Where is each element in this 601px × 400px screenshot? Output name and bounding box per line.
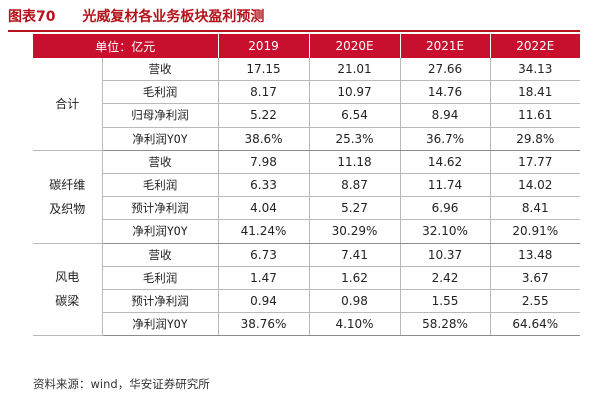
table-row: 毛利润 1.47 1.62 2.42 3.67 xyxy=(33,266,581,290)
header-year: 2020E xyxy=(308,34,401,58)
row-label: 归母净利润 xyxy=(101,103,219,128)
row-label: 净利润YOY xyxy=(101,219,219,244)
header-unit: 单位：亿元 xyxy=(33,34,219,58)
value-cell: 14.62 xyxy=(399,150,491,174)
value-cell: 6.33 xyxy=(217,173,310,198)
table-row: 预计净利润 0.94 0.98 1.55 2.55 xyxy=(33,289,581,314)
value-cell: 21.01 xyxy=(308,58,401,82)
segment-name: 合计 xyxy=(33,58,102,151)
value-cell: 4.04 xyxy=(217,196,310,221)
row-label: 净利润YOY xyxy=(101,312,219,337)
value-cell: 7.41 xyxy=(308,243,401,267)
value-cell: 6.73 xyxy=(217,243,310,267)
value-cell: 2.55 xyxy=(489,289,581,314)
table-row: 预计净利润 4.04 5.27 6.96 8.41 xyxy=(33,196,581,221)
value-cell: 30.29% xyxy=(308,219,401,244)
value-cell: 8.94 xyxy=(399,103,491,128)
value-cell: 10.97 xyxy=(308,80,401,105)
value-cell: 27.66 xyxy=(399,58,491,82)
value-cell: 32.10% xyxy=(399,219,491,244)
table-row: 合计 营收 17.15 21.01 27.66 34.13 xyxy=(33,58,581,151)
value-cell: 38.76% xyxy=(217,312,310,337)
value-cell: 5.27 xyxy=(308,196,401,221)
value-cell: 3.67 xyxy=(489,266,581,290)
header-year: 2022E xyxy=(489,34,581,58)
row-label: 营收 xyxy=(101,243,219,267)
value-cell: 4.10% xyxy=(308,312,401,337)
value-cell: 64.64% xyxy=(489,312,581,337)
value-cell: 5.22 xyxy=(217,103,310,128)
row-label: 净利润YOY xyxy=(101,127,219,151)
value-cell: 36.7% xyxy=(399,127,491,151)
row-label: 毛利润 xyxy=(101,266,219,290)
table-row: 毛利润 8.17 10.97 14.76 18.41 xyxy=(33,80,581,105)
table-row: 净利润YOY 38.76% 4.10% 58.28% 64.64% xyxy=(33,312,581,337)
table-row: 毛利润 6.33 8.87 11.74 14.02 xyxy=(33,173,581,198)
value-cell: 20.91% xyxy=(489,219,581,244)
value-cell: 41.24% xyxy=(217,219,310,244)
value-cell: 2.42 xyxy=(399,266,491,290)
header-row: 单位：亿元 2019 2020E 2021E 2022E xyxy=(33,34,581,58)
figure-title-text: 光威复材各业务板块盈利预测 xyxy=(82,9,265,25)
forecast-table: 单位：亿元 2019 2020E 2021E 2022E 合计 营收 17.15 21… xyxy=(33,34,581,337)
segment-name: 碳纤维及织物 xyxy=(33,150,102,244)
value-cell: 0.98 xyxy=(308,289,401,314)
value-cell: 11.61 xyxy=(489,103,581,128)
value-cell: 7.98 xyxy=(217,150,310,174)
figure-number: 图表70 xyxy=(8,9,56,25)
row-label: 毛利润 xyxy=(101,173,219,198)
value-cell: 18.41 xyxy=(489,80,581,105)
row-label: 毛利润 xyxy=(101,80,219,105)
value-cell: 0.94 xyxy=(217,289,310,314)
value-cell: 10.37 xyxy=(399,243,491,267)
value-cell: 17.77 xyxy=(489,150,581,174)
segment-name: 风电碳梁 xyxy=(33,243,102,337)
value-cell: 6.96 xyxy=(399,196,491,221)
source-note: 资料来源：wind，华安证券研究所 xyxy=(33,377,210,391)
value-cell: 11.18 xyxy=(308,150,401,174)
value-cell: 6.54 xyxy=(308,103,401,128)
table-row: 碳纤维及织物 营收 7.98 11.18 14.62 17.77 xyxy=(33,150,581,244)
value-cell: 11.74 xyxy=(399,173,491,198)
title-divider xyxy=(8,30,580,32)
value-cell: 38.6% xyxy=(217,127,310,151)
row-label: 营收 xyxy=(101,150,219,174)
figure-title: 图表70 光威复材各业务板块盈利预测 xyxy=(8,6,264,28)
value-cell: 14.76 xyxy=(399,80,491,105)
value-cell: 25.3% xyxy=(308,127,401,151)
header-year: 2019 xyxy=(217,34,310,58)
value-cell: 1.55 xyxy=(399,289,491,314)
value-cell: 58.28% xyxy=(399,312,491,337)
row-label: 预计净利润 xyxy=(101,196,219,221)
value-cell: 8.41 xyxy=(489,196,581,221)
table-row: 净利润YOY 41.24% 30.29% 32.10% 20.91% xyxy=(33,219,581,244)
value-cell: 14.02 xyxy=(489,173,581,198)
row-label: 营收 xyxy=(101,58,219,82)
header-year: 2021E xyxy=(399,34,491,58)
table-row: 归母净利润 5.22 6.54 8.94 11.61 xyxy=(33,103,581,128)
value-cell: 34.13 xyxy=(489,58,581,82)
value-cell: 8.17 xyxy=(217,80,310,105)
value-cell: 8.87 xyxy=(308,173,401,198)
value-cell: 1.47 xyxy=(217,266,310,290)
value-cell: 1.62 xyxy=(308,266,401,290)
table-row: 净利润YOY 38.6% 25.3% 36.7% 29.8% xyxy=(33,127,581,151)
value-cell: 29.8% xyxy=(489,127,581,151)
table-row: 风电碳梁 营收 6.73 7.41 10.37 13.48 xyxy=(33,243,581,337)
row-label: 预计净利润 xyxy=(101,289,219,314)
value-cell: 13.48 xyxy=(489,243,581,267)
value-cell: 17.15 xyxy=(217,58,310,82)
